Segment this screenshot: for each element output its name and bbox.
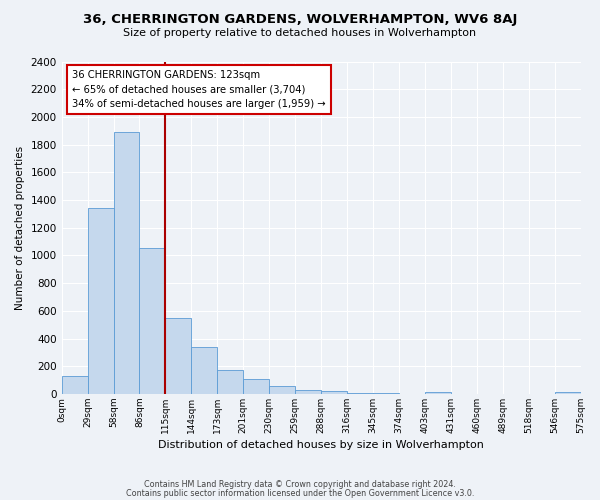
- Text: 36 CHERRINGTON GARDENS: 123sqm
← 65% of detached houses are smaller (3,704)
34% : 36 CHERRINGTON GARDENS: 123sqm ← 65% of …: [72, 70, 326, 110]
- Bar: [113, 132, 139, 394]
- Bar: [191, 347, 217, 394]
- Y-axis label: Number of detached properties: Number of detached properties: [15, 146, 25, 310]
- Text: Contains public sector information licensed under the Open Government Licence v3: Contains public sector information licen…: [126, 489, 474, 498]
- Bar: [217, 370, 243, 394]
- Bar: [373, 392, 399, 394]
- Bar: [88, 208, 113, 394]
- Bar: [554, 392, 581, 394]
- Bar: [139, 248, 166, 394]
- Bar: [321, 391, 347, 394]
- Bar: [243, 378, 269, 394]
- Text: Size of property relative to detached houses in Wolverhampton: Size of property relative to detached ho…: [124, 28, 476, 38]
- Text: Contains HM Land Registry data © Crown copyright and database right 2024.: Contains HM Land Registry data © Crown c…: [144, 480, 456, 489]
- Text: 36, CHERRINGTON GARDENS, WOLVERHAMPTON, WV6 8AJ: 36, CHERRINGTON GARDENS, WOLVERHAMPTON, …: [83, 12, 517, 26]
- Bar: [269, 386, 295, 394]
- Bar: [425, 392, 451, 394]
- Bar: [347, 392, 373, 394]
- X-axis label: Distribution of detached houses by size in Wolverhampton: Distribution of detached houses by size …: [158, 440, 484, 450]
- Bar: [62, 376, 88, 394]
- Bar: [166, 318, 191, 394]
- Bar: [295, 390, 321, 394]
